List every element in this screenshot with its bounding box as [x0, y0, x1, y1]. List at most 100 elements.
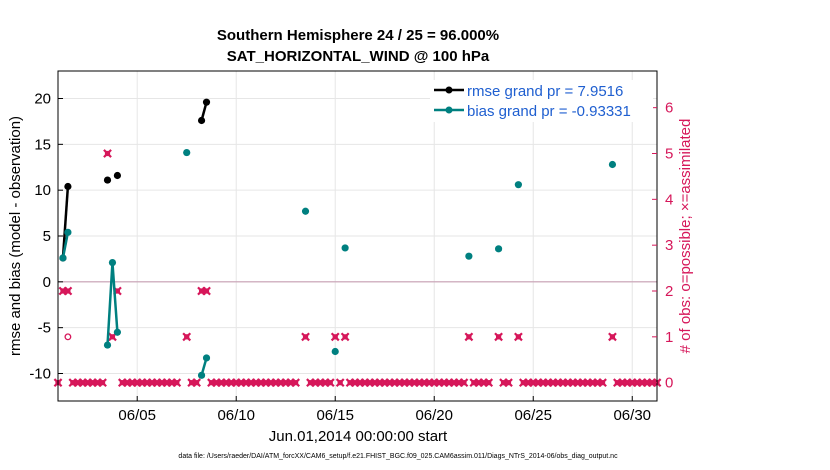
obs-marker-core: [322, 380, 328, 386]
obs-marker-core: [60, 288, 66, 294]
obs-marker-core: [109, 334, 116, 340]
x-tick-label: 06/10: [217, 407, 255, 424]
obs-assimilated-marker: [494, 332, 503, 342]
obs-assimilated-marker: [459, 378, 469, 388]
obs-marker-core: [104, 150, 111, 157]
obs-marker-core: [208, 380, 215, 386]
obs-assimilated-marker: [608, 332, 617, 342]
obs-assimilated-marker: [202, 286, 211, 296]
legend-marker-rmse: [445, 86, 453, 94]
obs-assimilated-marker: [484, 378, 494, 388]
bias-point: [608, 160, 617, 169]
obs-marker-core: [278, 380, 284, 386]
obs-marker-core: [357, 380, 363, 386]
x-tick-label: 06/20: [415, 407, 453, 424]
bias-point: [197, 371, 206, 379]
obs-assimilated-marker: [301, 332, 310, 342]
obs-marker-core: [174, 380, 180, 386]
obs-marker-core: [416, 380, 422, 386]
obs-marker-core: [332, 334, 338, 340]
obs-marker-core: [312, 380, 319, 386]
obs-marker-core: [535, 380, 541, 386]
obs-marker-core: [248, 380, 254, 386]
obs-marker-core: [119, 380, 125, 386]
obs-marker-core: [624, 380, 630, 386]
obs-marker-core: [268, 380, 274, 386]
y-tick-label-left: 15: [34, 136, 51, 153]
obs-marker-core: [169, 380, 175, 386]
bias-point: [113, 328, 122, 336]
obs-marker-core: [95, 380, 101, 386]
obs-marker-core: [500, 380, 507, 386]
obs-marker-core: [550, 380, 556, 386]
obs-marker-core: [347, 380, 353, 386]
bias-point: [465, 252, 473, 260]
rmse-point: [64, 182, 72, 191]
obs-marker-core: [293, 380, 299, 386]
obs-marker-core: [258, 380, 264, 386]
x-tick-label: 06/15: [316, 407, 354, 424]
obs-marker-core: [213, 380, 220, 386]
obs-assimilated-marker: [340, 332, 350, 342]
legend-marker-bias: [445, 106, 453, 114]
obs-marker-core: [114, 288, 121, 294]
obs-marker-core: [283, 380, 289, 386]
obs-marker-core: [372, 380, 378, 386]
obs-marker-core: [362, 380, 368, 386]
obs-marker-core: [609, 334, 616, 340]
bias-point: [64, 228, 72, 236]
obs-assimilated-marker: [98, 378, 107, 388]
obs-marker-core: [575, 380, 581, 386]
bias-point: [108, 258, 117, 267]
obs-marker-core: [392, 380, 398, 386]
obs-marker-core: [233, 380, 239, 386]
obs-assimilated-marker: [325, 378, 335, 388]
bias-point: [331, 347, 339, 356]
y-tick-label-left: -10: [29, 366, 51, 383]
obs-marker-core: [253, 380, 259, 386]
obs-marker-core: [466, 334, 472, 340]
obs-marker-core: [198, 288, 205, 294]
obs-marker-core: [382, 380, 388, 386]
bias-point: [514, 181, 522, 189]
y-axis-label-right: # of obs: o=possible; ×=assimilated: [677, 119, 694, 354]
left-axis: -10 -5 0 5 10 15 20: [29, 91, 63, 383]
obs-assimilated-marker: [598, 378, 607, 388]
obs-marker-core: [134, 380, 140, 386]
obs-marker-core: [302, 334, 309, 340]
obs-marker-core: [585, 380, 591, 386]
obs-marker-core: [476, 380, 482, 386]
legend-box: [430, 80, 653, 122]
obs-marker-core: [243, 380, 249, 386]
obs-marker-core: [629, 380, 635, 386]
obs-marker-core: [471, 380, 477, 386]
obs-marker-core: [228, 380, 234, 386]
obs-marker-core: [555, 380, 561, 386]
obs-marker-core: [273, 380, 279, 386]
bias-line: [61, 232, 70, 259]
obs-marker-core: [164, 380, 170, 386]
obs-marker-core: [545, 380, 551, 386]
obs-assimilated-marker: [172, 378, 182, 388]
bias-point: [301, 207, 310, 215]
obs-marker-core: [85, 380, 91, 386]
y-tick-label-right: 6: [665, 100, 673, 117]
y-tick-label-right: 2: [665, 283, 673, 300]
obs-marker-core: [570, 380, 576, 386]
rmse-point: [113, 171, 122, 180]
obs-marker-core: [619, 380, 625, 386]
obs-marker-core: [599, 380, 606, 386]
obs-marker-core: [139, 380, 145, 386]
obs-marker-core: [495, 334, 502, 340]
obs-marker-core: [540, 380, 546, 386]
obs-marker-core: [644, 380, 650, 386]
obs-marker-core: [307, 380, 314, 386]
obs-marker-core: [426, 380, 432, 386]
bias-point: [183, 148, 191, 157]
obs-marker-core: [446, 380, 452, 386]
obs-marker-core: [203, 288, 210, 294]
obs-marker-core: [65, 288, 71, 294]
obs-marker-core: [80, 380, 86, 386]
y-tick-label-right: 4: [665, 191, 673, 208]
